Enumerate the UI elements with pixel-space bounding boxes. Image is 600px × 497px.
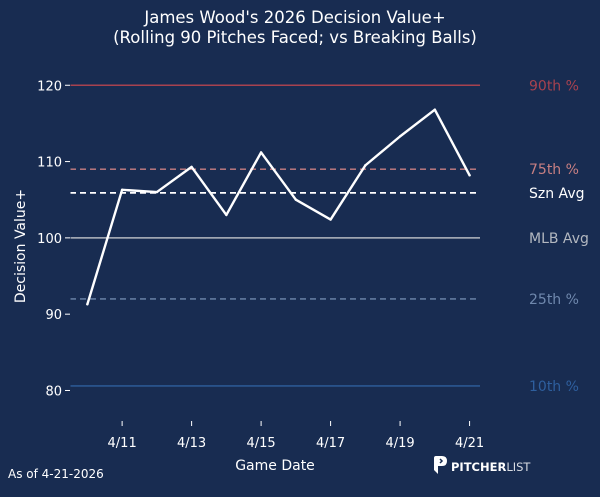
y-axis-ticks: 80 90 100 110 120 xyxy=(37,79,70,399)
brand-light: LIST xyxy=(506,460,531,474)
data-point xyxy=(468,174,471,177)
data-point xyxy=(398,135,402,138)
svg-text:PITCHERLIST: PITCHERLIST xyxy=(451,460,531,474)
reference-labels: 90th % 75th % Szn Avg MLB Avg 25th % 10th % xyxy=(529,78,589,395)
x-tick-label: 4/19 xyxy=(385,436,414,451)
data-point xyxy=(120,188,124,191)
series-line xyxy=(86,108,471,306)
data-point xyxy=(329,218,332,221)
ref-label-szn-avg: Szn Avg xyxy=(529,186,585,202)
y-axis-label: Decision Value+ xyxy=(13,189,29,303)
data-point xyxy=(225,213,228,217)
chart-title-line2: (Rolling 90 Pitches Faced; vs Breaking B… xyxy=(113,28,477,47)
reference-lines xyxy=(70,84,480,387)
data-point xyxy=(433,108,437,111)
data-point xyxy=(364,164,367,167)
x-tick-label: 4/21 xyxy=(455,436,484,451)
data-point xyxy=(155,190,159,194)
y-tick-label: 100 xyxy=(37,232,62,247)
data-point xyxy=(190,165,193,169)
y-tick-label: 80 xyxy=(45,384,62,399)
ref-label-25th: 25th % xyxy=(529,292,579,308)
x-axis-ticks: 4/11 4/13 4/15 4/17 4/19 4/21 xyxy=(108,421,484,451)
as-of-date: As of 4-21-2026 xyxy=(8,467,104,481)
x-tick-label: 4/15 xyxy=(247,436,276,451)
ref-label-90th: 90th % xyxy=(529,78,579,94)
x-tick-label: 4/13 xyxy=(177,436,206,451)
ref-label-mlb-avg: MLB Avg xyxy=(529,231,589,247)
ref-label-10th: 10th % xyxy=(529,379,579,395)
chart-title-line1: James Wood's 2026 Decision Value+ xyxy=(143,8,445,27)
ref-label-75th: 75th % xyxy=(529,162,579,178)
x-tick-label: 4/11 xyxy=(108,436,137,451)
data-point xyxy=(86,303,89,306)
brand-bold: PITCHER xyxy=(451,460,506,474)
x-axis-label: Game Date xyxy=(235,458,315,474)
data-point xyxy=(259,151,263,154)
y-tick-label: 110 xyxy=(37,156,62,171)
y-tick-label: 90 xyxy=(45,308,62,323)
pitcherlist-logo: PITCHERLIST xyxy=(434,456,531,474)
pitcherlist-logo-icon xyxy=(434,456,447,474)
y-tick-label: 120 xyxy=(37,79,62,94)
data-point xyxy=(294,198,298,201)
series-group xyxy=(86,108,471,306)
x-tick-label: 4/17 xyxy=(316,436,345,451)
